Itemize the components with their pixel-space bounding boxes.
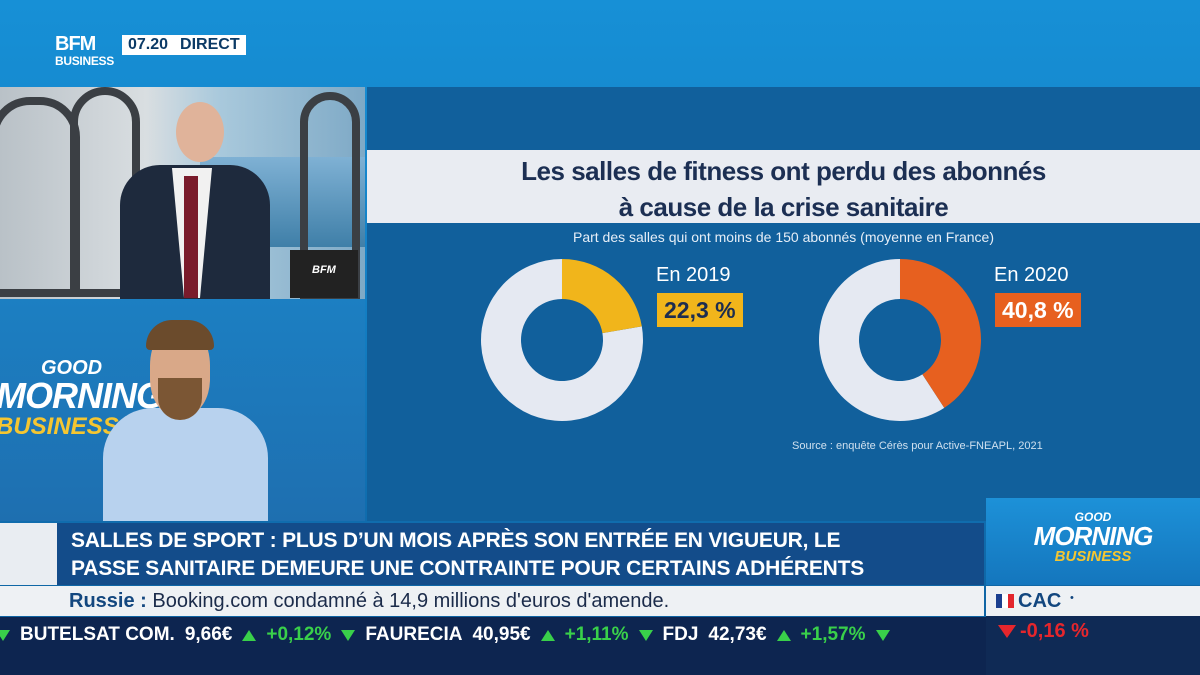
chart-subtitle: Part des salles qui ont moins de 150 abo… [572,229,995,245]
donut-label-2019: En 2019 [656,264,731,286]
brand-top: GOOD [1074,510,1112,524]
up-arrow-icon [776,629,791,641]
down-arrow-icon [998,625,1016,638]
down-arrow-icon [638,629,653,641]
logo-bottom: BUSINESS [55,54,114,68]
donut-value-2020: 40,8 % [995,293,1081,327]
guest-hair [146,320,214,350]
presenter-1-head [176,102,224,162]
ticker-name: FDJ [662,624,699,645]
flash-keyword: Russie : [69,590,147,612]
index-change: -0,16 % [1020,620,1089,642]
gym-machine [0,97,80,297]
ticker-pct: +0,12% [266,624,332,645]
down-arrow-icon [0,629,10,641]
donut-charts [481,259,982,421]
headline-banner: SALLES DE SPORT : PLUS D’UN MOIS APRÈS S… [57,523,984,585]
up-arrow-icon [242,629,257,641]
ticker-item: BUTELSAT COM. 9,66€ +0,12% [20,624,356,646]
show-logo-top: GOOD [41,357,103,379]
ticker-item: FDJ 42,73€ +1,57% [663,624,890,646]
headline-line1: SALLES DE SPORT : PLUS D’UN MOIS APRÈS S… [71,529,841,552]
index-box: CAC • -0,16 % [986,586,1200,675]
lower-third-edge [0,523,57,585]
brand-bot: BUSINESS [1054,548,1132,565]
donut-remainder-1 [481,259,643,421]
show-logo-mid: MORNING [0,375,164,416]
stock-ticker: BUTELSAT COM. 9,66€ +0,12% FAURECIA 40,9… [0,617,986,675]
chart-title-line1: Les salles de fitness ont perdu des abon… [521,156,1046,186]
up-arrow-icon [540,629,555,641]
show-logo-bot: BUSINESS [0,413,119,440]
ticker-item: FAURECIA 40,95€ +1,11% [365,624,653,646]
ticker-price: 42,73€ [708,624,767,645]
presenter-1-tie [184,176,198,298]
live-clock: 07.20 DIRECT [122,35,246,55]
brand-mid: MORNING [1033,521,1154,551]
live-label: DIRECT [180,36,240,53]
logo-top: BFM [55,33,96,55]
donut-remainder-2 [819,259,945,421]
ticker-price: 40,95€ [472,624,531,645]
france-flag-icon [996,594,1014,608]
ticker-row: BUTELSAT COM. 9,66€ +0,12% FAURECIA 40,9… [0,623,890,647]
index-name: CAC [1018,590,1062,612]
show-logo: GOOD MORNING BUSINESS [0,357,164,440]
donut-slice-2 [900,259,982,408]
chart-source: Source : enquête Cérès pour Active-FNEAP… [792,440,1043,452]
ticker-price: 9,66€ [184,624,233,645]
guest [103,408,268,521]
chart-title: Les salles de fitness ont perdu des abon… [367,150,1200,223]
ticker-name: FAURECIA [365,624,463,645]
ticker-pct: +1,57% [800,624,866,645]
channel-logo: BFM BUSINESS [55,34,118,74]
donut-slice-1 [562,259,642,334]
index-dot: • [1070,592,1074,604]
mic-flag: BFM [290,250,358,298]
index-change-row: -0,16 % [986,616,1200,675]
ticker-pct: +1,11% [564,624,629,645]
down-arrow-icon [875,629,890,641]
down-arrow-icon [341,629,356,641]
flash-edge [0,586,57,616]
show-brand-box: GOOD MORNING BUSINESS [986,498,1200,585]
headline-line2: PASSE SANITAIRE DEMEURE UNE CONTRAINTE P… [71,557,865,580]
donut-value-2019: 22,3 % [657,293,743,327]
infographic: Les salles de fitness ont perdu des abon… [367,87,1200,521]
donut-label-2020: En 2020 [994,264,1069,286]
time: 07.20 [128,36,169,53]
news-flash: Russie : Booking.com condamné à 14,9 mil… [57,586,984,616]
flash-text: Booking.com condamné à 14,9 millions d'e… [152,590,670,612]
guest-beard [158,378,202,420]
ticker-name: BUTELSAT COM. [20,624,175,645]
chart-title-line2: à cause de la crise sanitaire [618,192,949,222]
